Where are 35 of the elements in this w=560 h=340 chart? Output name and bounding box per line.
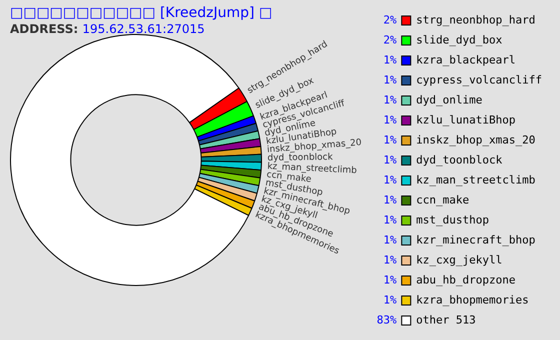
- data-label: 1%: [383, 253, 398, 266]
- legend-label: dyd_toonblock: [416, 153, 503, 166]
- data-label: 1%: [383, 153, 398, 166]
- data-label: 1%: [383, 73, 398, 86]
- legend-label: inskz_bhop_xmas_20: [416, 133, 536, 146]
- data-label: 1%: [383, 173, 398, 186]
- data-label: 1%: [383, 53, 398, 66]
- data-label: 83%: [376, 313, 398, 326]
- data-label: 1%: [383, 93, 398, 106]
- legend-label: other 513: [416, 313, 476, 326]
- legend-label: kzr_minecraft_bhop: [416, 233, 536, 246]
- data-label: 1%: [383, 273, 398, 286]
- legend-label: kzlu_lunatiBhop: [416, 113, 516, 126]
- data-label: 1%: [383, 293, 398, 306]
- legend-label: kzra_blackpearl: [416, 53, 516, 66]
- text: ADDRESS: 195.62.53.61:27015: [10, 22, 205, 36]
- chart-title: □□□□□□□□□□□ [KreedzJump] □: [10, 5, 272, 21]
- legend-label: slide_dyd_box: [416, 33, 503, 46]
- legend-label: cypress_volcancliff: [416, 73, 542, 86]
- legend-label: strg_neonbhop_hard: [416, 13, 536, 26]
- legend-label: kzra_bhopmemories: [416, 293, 529, 306]
- data-label: 2%: [383, 13, 398, 26]
- legend-label: mst_dusthop: [416, 213, 490, 226]
- data-label: 1%: [383, 133, 398, 146]
- legend-label: ccn_make: [416, 193, 470, 206]
- legend-label: kz_cxg_jekyll: [416, 253, 502, 266]
- data-label: 2%: [383, 33, 398, 46]
- slice-label: dyd_toonblock: [267, 152, 334, 164]
- legend-label: kz_man_streetclimb: [416, 173, 536, 186]
- data-label: 1%: [383, 193, 398, 206]
- legend-label: abu_hb_dropzone: [416, 273, 516, 286]
- data-label: 1%: [383, 233, 398, 246]
- legend-label: dyd_onlime: [416, 93, 482, 106]
- data-label: 1%: [383, 213, 398, 226]
- data-label: 1%: [383, 113, 398, 126]
